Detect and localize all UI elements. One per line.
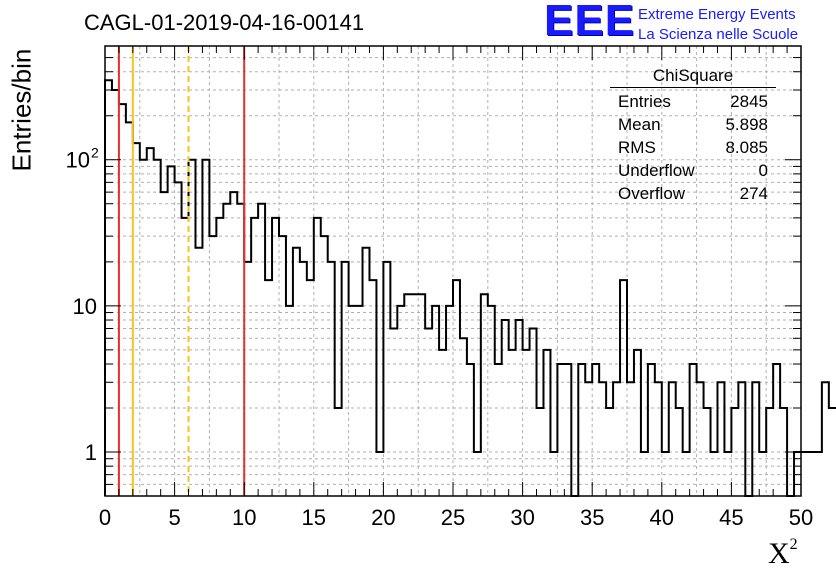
stats-title: ChiSquare — [610, 66, 776, 88]
x-axis-label-sup: 2 — [789, 536, 798, 553]
x-tick-label: 25 — [441, 505, 465, 530]
y-tick-label-sup: 2 — [91, 145, 99, 161]
x-tick-label: 45 — [719, 505, 743, 530]
x-axis-label-base: X — [768, 537, 790, 570]
x-tick-label: 40 — [650, 505, 674, 530]
y-tick-label: 1 — [85, 440, 97, 465]
stats-row-overflow: Overflow 274 — [610, 182, 776, 205]
stats-row-entries: Entries 2845 — [610, 90, 776, 113]
stats-row-underflow: Underflow 0 — [610, 159, 776, 182]
eee-logo: EEE Extreme Energy Events La Scienza nel… — [544, 0, 836, 46]
stats-label: RMS — [618, 138, 656, 157]
x-tick-label: 50 — [789, 505, 813, 530]
stats-row-rms: RMS 8.085 — [610, 136, 776, 159]
stats-row-mean: Mean 5.898 — [610, 113, 776, 136]
stats-box: ChiSquare Entries 2845 Mean 5.898 RMS 8.085… — [610, 66, 776, 205]
y-tick-label: 10 — [73, 294, 97, 319]
x-tick-label: 20 — [371, 505, 395, 530]
eee-logo-line1: Extreme Energy Events — [638, 6, 796, 23]
stats-label: Entries — [618, 92, 671, 111]
stats-value: 8.085 — [725, 138, 768, 157]
stats-label: Underflow — [618, 161, 695, 180]
y-axis-label: Entries/bin — [6, 48, 37, 172]
x-axis-label: X2 — [768, 536, 798, 571]
x-tick-label: 5 — [168, 505, 180, 530]
x-tick-label: 10 — [232, 505, 256, 530]
stats-value: 0 — [758, 161, 768, 180]
chart-title: CAGL-01-2019-04-16-00141 — [84, 10, 365, 35]
x-tick-label: 0 — [99, 505, 111, 530]
x-tick-label: 15 — [302, 505, 326, 530]
stats-label: Mean — [618, 115, 661, 134]
stats-value: 5.898 — [725, 115, 768, 134]
stats-label: Overflow — [618, 184, 686, 203]
x-tick-label: 30 — [510, 505, 534, 530]
histogram-series — [104, 79, 836, 497]
x-tick-label: 35 — [580, 505, 604, 530]
eee-logo-mark: EEE — [544, 0, 636, 45]
eee-logo-line2: La Scienza nelle Scuole — [638, 26, 799, 43]
y-tick-label: 10 — [66, 148, 90, 173]
stats-value: 2845 — [730, 92, 768, 111]
stats-value: 274 — [739, 184, 768, 203]
